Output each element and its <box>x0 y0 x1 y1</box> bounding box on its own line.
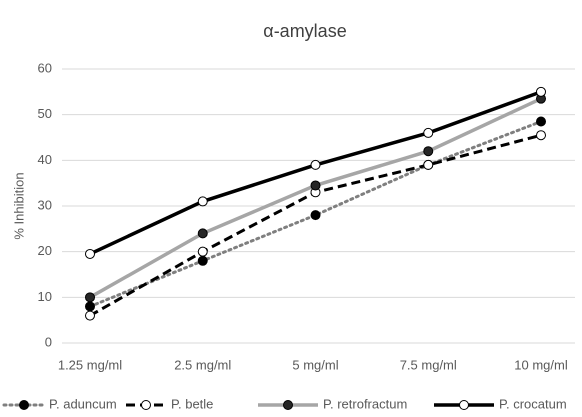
y-tick-label: 10 <box>38 289 52 304</box>
y-tick-label: 0 <box>45 334 52 349</box>
legend-label: P. retrofractum <box>323 396 407 411</box>
y-tick-label: 50 <box>38 106 52 121</box>
data-point <box>536 86 546 97</box>
x-tick-label: 1.25 mg/ml <box>58 357 122 372</box>
legend-marker <box>283 400 293 410</box>
data-point <box>85 301 95 312</box>
legend-marker <box>459 400 469 410</box>
data-point <box>197 228 208 239</box>
data-point <box>85 248 95 259</box>
x-tick-label: 5 mg/ml <box>292 357 338 372</box>
x-tick-label: 7.5 mg/ml <box>400 357 457 372</box>
data-point <box>197 246 208 257</box>
x-tick-label: 2.5 mg/ml <box>174 357 231 372</box>
data-point <box>536 130 546 141</box>
data-point <box>197 255 208 266</box>
data-point <box>423 146 434 157</box>
data-point <box>423 159 434 170</box>
data-point <box>85 310 95 321</box>
y-tick-label: 30 <box>38 197 52 212</box>
data-point <box>310 210 321 221</box>
legend-label: P. aduncum <box>49 396 117 411</box>
data-point <box>310 159 321 170</box>
y-tick-label: 40 <box>38 152 52 167</box>
data-point <box>423 127 434 138</box>
legend-marker <box>141 400 151 410</box>
data-point <box>85 292 95 303</box>
y-tick-label: 60 <box>38 60 52 75</box>
y-axis-title: % Inhibition <box>11 172 26 239</box>
data-point <box>310 180 321 191</box>
y-tick-label: 20 <box>38 243 52 258</box>
data-point <box>197 196 208 207</box>
legend-label: P. betle <box>171 396 213 411</box>
x-tick-label: 10 mg/ml <box>514 357 568 372</box>
data-point <box>536 116 546 127</box>
legend-label: P. crocatum <box>499 396 567 411</box>
series-line <box>89 97 542 299</box>
series-line <box>89 90 542 256</box>
legend-marker <box>19 400 29 410</box>
chart-title: α-amylase <box>263 21 346 41</box>
